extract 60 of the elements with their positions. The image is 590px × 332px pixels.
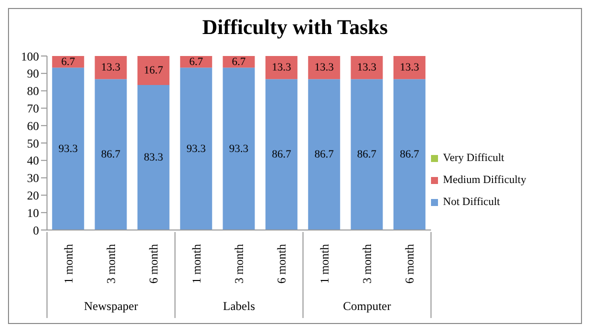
legend-label: Very Difficult [443,152,504,164]
text: Newspaper [84,299,138,313]
text: Computer [343,299,391,313]
y-tick-label: 50 [27,136,39,150]
x-tick-label: 3 month [104,244,118,284]
y-tick-label: 60 [27,118,39,133]
data-label: 86.7 [314,148,334,161]
data-label: 13.3 [314,62,334,74]
y-tick-label: 90 [27,66,39,81]
data-label: 83.3 [144,152,164,164]
data-label: 6.7 [189,56,204,68]
bar [222,68,255,230]
bar [94,79,127,230]
data-label: 86.7 [400,148,420,161]
bar [94,56,127,80]
y-tick-label: 0 [33,223,39,238]
x-tick-label: 6 month [402,244,417,284]
y-tick-label: 20 [27,188,39,202]
bar [137,56,170,86]
data-label: 86.7 [272,148,292,161]
data-label: 6.7 [61,56,76,68]
x-tick-label: 1 month [317,244,332,284]
data-label: 86.7 [357,148,377,161]
y-tick-label: 30 [27,171,39,186]
data-label: 86.7 [101,148,121,161]
data-label: 93.3 [229,142,249,155]
y-tick-label: 80 [27,84,39,98]
data-label: 13.3 [400,62,420,74]
data-label: 13.3 [101,62,121,74]
y-tick-label: 100 [21,49,39,64]
bar [393,56,426,80]
chart-title: Difficulty with Tasks [201,15,389,40]
bar [308,56,340,80]
y-tick-label: 10 [27,206,39,220]
text: Labels [223,299,256,313]
bar [350,79,383,230]
bar [137,85,170,230]
data-label: 93.3 [58,142,78,155]
data-label: 93.3 [186,142,206,155]
x-tick-label: 1 month [61,244,76,284]
data-label: 16.7 [144,64,164,77]
x-tick-label: 3 month [232,244,246,284]
bar [350,56,383,80]
legend-label: Not Difficult [443,196,500,208]
bar [265,56,298,80]
legend-label: Medium Difficulty [443,174,526,186]
bar [393,79,426,230]
data-label: 13.3 [272,62,292,74]
data-label: 13.3 [357,62,377,74]
y-tick-label: 70 [27,101,39,116]
bar [265,79,298,230]
y-tick-label: 40 [27,154,39,168]
x-tick-label: 6 month [274,244,289,284]
x-tick-label: 3 month [360,244,374,284]
bar [180,68,212,230]
x-tick-label: 6 month [146,244,161,284]
x-tick-label: 1 month [189,244,204,284]
data-label: 6.7 [232,56,246,68]
bar [308,79,340,230]
bar [52,68,84,230]
